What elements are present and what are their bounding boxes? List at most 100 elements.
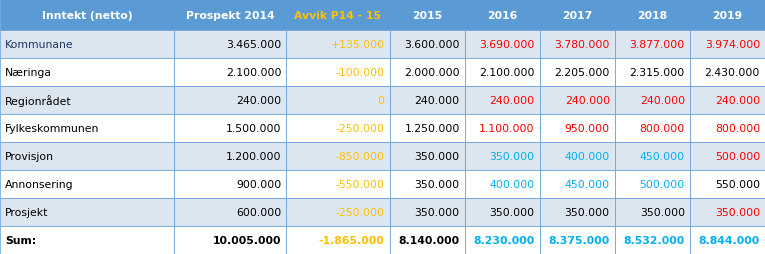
Bar xyxy=(0,226,174,254)
Text: 2.205.000: 2.205.000 xyxy=(555,68,610,78)
Bar xyxy=(690,226,765,254)
Text: 800.000: 800.000 xyxy=(640,124,685,134)
Bar xyxy=(690,87,765,115)
Text: 3.465.000: 3.465.000 xyxy=(226,40,282,50)
Bar xyxy=(690,31,765,59)
Bar xyxy=(286,142,389,170)
Text: -250.000: -250.000 xyxy=(336,207,385,217)
Bar xyxy=(615,198,690,226)
Text: 240.000: 240.000 xyxy=(490,96,535,106)
Bar xyxy=(174,31,286,59)
Text: Provisjon: Provisjon xyxy=(5,152,54,162)
Text: 2.000.000: 2.000.000 xyxy=(404,68,460,78)
Bar xyxy=(540,115,615,142)
Bar xyxy=(174,0,286,31)
Text: 240.000: 240.000 xyxy=(565,96,610,106)
Bar xyxy=(0,142,174,170)
Bar xyxy=(0,198,174,226)
Bar xyxy=(389,0,464,31)
Bar xyxy=(389,170,464,198)
Text: -850.000: -850.000 xyxy=(336,152,385,162)
Text: 350.000: 350.000 xyxy=(565,207,610,217)
Text: 8.844.000: 8.844.000 xyxy=(698,235,760,245)
Text: 8.375.000: 8.375.000 xyxy=(549,235,610,245)
Bar xyxy=(540,198,615,226)
Text: 1.500.000: 1.500.000 xyxy=(226,124,282,134)
Text: 400.000: 400.000 xyxy=(565,152,610,162)
Bar xyxy=(389,31,464,59)
Bar xyxy=(690,59,765,87)
Bar xyxy=(464,59,540,87)
Bar xyxy=(690,198,765,226)
Text: 950.000: 950.000 xyxy=(565,124,610,134)
Text: Annonsering: Annonsering xyxy=(5,179,73,189)
Bar xyxy=(0,0,174,31)
Bar xyxy=(389,87,464,115)
Text: Prosjekt: Prosjekt xyxy=(5,207,48,217)
Text: 900.000: 900.000 xyxy=(236,179,282,189)
Bar xyxy=(464,170,540,198)
Text: 2015: 2015 xyxy=(412,11,442,21)
Bar xyxy=(615,87,690,115)
Text: 3.780.000: 3.780.000 xyxy=(555,40,610,50)
Text: 10.005.000: 10.005.000 xyxy=(213,235,282,245)
Text: Kommunane: Kommunane xyxy=(5,40,73,50)
Bar xyxy=(464,198,540,226)
Text: 2018: 2018 xyxy=(637,11,667,21)
Bar xyxy=(0,31,174,59)
Bar xyxy=(690,0,765,31)
Bar xyxy=(174,87,286,115)
Text: 2017: 2017 xyxy=(562,11,592,21)
Bar xyxy=(389,59,464,87)
Bar xyxy=(690,170,765,198)
Bar xyxy=(615,0,690,31)
Text: 8.230.000: 8.230.000 xyxy=(474,235,535,245)
Bar xyxy=(615,115,690,142)
Text: 1.100.000: 1.100.000 xyxy=(479,124,535,134)
Text: 350.000: 350.000 xyxy=(415,179,460,189)
Text: -100.000: -100.000 xyxy=(335,68,385,78)
Bar xyxy=(540,170,615,198)
Text: 2.430.000: 2.430.000 xyxy=(705,68,760,78)
Bar xyxy=(0,87,174,115)
Bar xyxy=(540,59,615,87)
Text: 240.000: 240.000 xyxy=(415,96,460,106)
Text: 3.600.000: 3.600.000 xyxy=(404,40,460,50)
Text: +135.000: +135.000 xyxy=(330,40,385,50)
Text: 240.000: 240.000 xyxy=(640,96,685,106)
Text: Prospekt 2014: Prospekt 2014 xyxy=(186,11,275,21)
Bar xyxy=(389,142,464,170)
Text: -250.000: -250.000 xyxy=(336,124,385,134)
Text: Sum:: Sum: xyxy=(5,235,36,245)
Bar xyxy=(286,170,389,198)
Bar xyxy=(286,226,389,254)
Text: 550.000: 550.000 xyxy=(715,179,760,189)
Text: 400.000: 400.000 xyxy=(490,179,535,189)
Bar xyxy=(174,142,286,170)
Text: 500.000: 500.000 xyxy=(715,152,760,162)
Text: Inntekt (netto): Inntekt (netto) xyxy=(42,11,132,21)
Text: 600.000: 600.000 xyxy=(236,207,282,217)
Bar xyxy=(540,87,615,115)
Bar xyxy=(615,59,690,87)
Text: 800.000: 800.000 xyxy=(715,124,760,134)
Bar xyxy=(464,142,540,170)
Bar xyxy=(286,0,389,31)
Bar xyxy=(615,226,690,254)
Text: 2.100.000: 2.100.000 xyxy=(226,68,282,78)
Bar xyxy=(286,59,389,87)
Text: 3.690.000: 3.690.000 xyxy=(480,40,535,50)
Bar xyxy=(389,115,464,142)
Text: 8.140.000: 8.140.000 xyxy=(399,235,460,245)
Bar xyxy=(174,198,286,226)
Bar xyxy=(540,31,615,59)
Text: 350.000: 350.000 xyxy=(415,152,460,162)
Text: 350.000: 350.000 xyxy=(415,207,460,217)
Bar xyxy=(464,0,540,31)
Text: 450.000: 450.000 xyxy=(565,179,610,189)
Text: 3.974.000: 3.974.000 xyxy=(705,40,760,50)
Text: 350.000: 350.000 xyxy=(490,207,535,217)
Text: -550.000: -550.000 xyxy=(336,179,385,189)
Bar xyxy=(464,115,540,142)
Text: Regionrådet: Regionrådet xyxy=(5,95,72,107)
